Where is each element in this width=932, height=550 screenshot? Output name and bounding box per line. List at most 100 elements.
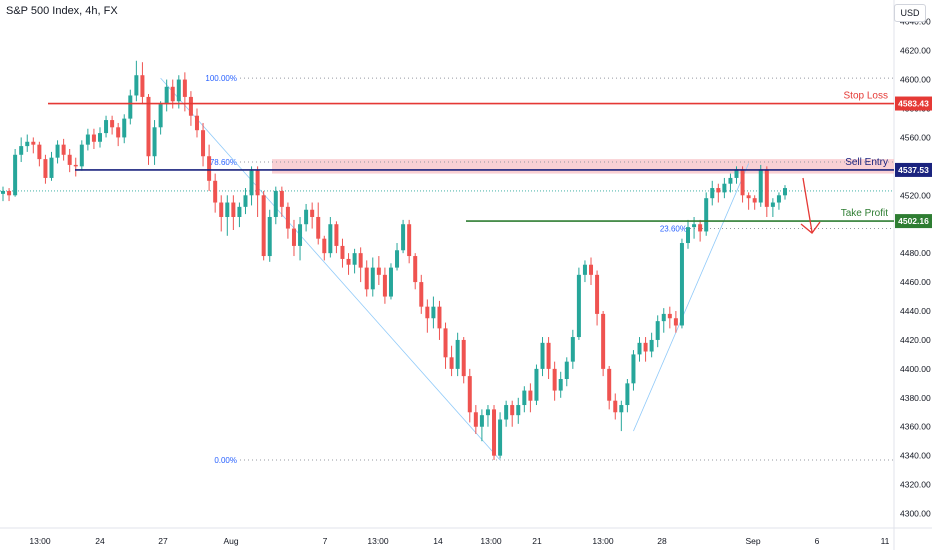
candle-body [67, 154, 72, 165]
price-tag-stop [895, 96, 932, 111]
candle-body [576, 274, 581, 338]
x-tick-label: 13:00 [29, 536, 51, 546]
candle-body [437, 306, 442, 329]
candle-body [401, 224, 406, 251]
x-tick-label: Sep [745, 536, 760, 546]
x-tick-label: 6 [815, 536, 820, 546]
candle-body [407, 224, 412, 257]
x-tick-label: 13:00 [367, 536, 389, 546]
y-tick-label: 4360.00 [900, 422, 931, 432]
candle-body [182, 79, 187, 97]
candle-body [710, 188, 715, 199]
candle-body [758, 169, 763, 203]
candle-body [310, 209, 315, 217]
candle-body [485, 409, 490, 416]
candle-body [19, 146, 24, 155]
candle-body [194, 115, 199, 131]
candle-body [522, 390, 527, 406]
candle-body [692, 224, 697, 228]
candle-body [188, 96, 193, 116]
x-tick-label: 7 [323, 536, 328, 546]
candle-body [431, 306, 436, 319]
candle-body [625, 383, 630, 406]
fib-level-label: 100.00% [205, 74, 237, 83]
candle-body [776, 195, 781, 203]
candle-body [7, 190, 12, 196]
candle-body [613, 400, 618, 413]
candle-body [473, 412, 478, 427]
candle-body [128, 95, 133, 119]
candle-body [291, 228, 296, 246]
candle-body [534, 368, 539, 401]
fib-trend-line-down [160, 77, 501, 461]
candle-body [55, 144, 60, 158]
candle-body [237, 206, 242, 217]
fib-level-label: 78.60% [210, 158, 237, 167]
candle-body [164, 86, 169, 105]
x-tick-label: 11 [881, 536, 890, 546]
x-tick-label: 24 [95, 536, 105, 546]
candle-body [376, 267, 381, 275]
x-tick-label: 14 [433, 536, 443, 546]
candle-body [304, 209, 309, 225]
candle-body [728, 177, 733, 184]
candle-body [619, 405, 624, 413]
candle-body [382, 274, 387, 297]
candle-body [152, 127, 157, 157]
candle-body [364, 267, 369, 290]
candle-body [158, 104, 163, 128]
candle-body [140, 75, 145, 97]
candle-body [225, 202, 230, 217]
y-tick-label: 4560.00 [900, 132, 931, 142]
candle-body [176, 79, 181, 102]
candle-body [570, 337, 575, 362]
sell-zone-box [272, 159, 894, 174]
candle-body [552, 368, 557, 391]
candle-body [79, 144, 84, 167]
fib-trend-line-up [633, 163, 749, 432]
candle-body [649, 339, 654, 352]
candle-body [395, 250, 400, 268]
candle-body [595, 274, 600, 314]
x-tick-label: 13:00 [592, 536, 614, 546]
candle-body [498, 419, 503, 456]
candle-body [261, 195, 266, 257]
candle-body [783, 188, 787, 196]
candle-body [25, 141, 30, 147]
candle-body [746, 195, 751, 199]
candle-body [698, 224, 703, 232]
candle-body [582, 264, 587, 275]
y-tick-label: 4380.00 [900, 393, 931, 403]
candle-body [61, 144, 66, 155]
candle-body [170, 86, 175, 102]
candle-body [461, 339, 466, 377]
fib-level-label: 0.00% [214, 456, 237, 465]
y-tick-label: 4600.00 [900, 75, 931, 85]
x-tick-label: 28 [657, 536, 667, 546]
y-tick-label: 4520.00 [900, 190, 931, 200]
candle-body [704, 198, 709, 232]
candle-body [146, 96, 151, 157]
price-tag-text-entry: 4537.53 [898, 165, 929, 175]
candle-body [455, 339, 460, 369]
candle-body [340, 245, 345, 259]
candle-body [219, 202, 224, 217]
y-tick-label: 4460.00 [900, 277, 931, 287]
price-tag-text-stop: 4583.43 [898, 99, 929, 109]
y-tick-label: 4340.00 [900, 451, 931, 461]
candle-body [110, 120, 115, 128]
candle-body [467, 376, 472, 413]
currency-button[interactable]: USD [894, 4, 926, 22]
candle-body [479, 415, 484, 427]
sell-arrow-head [800, 221, 821, 234]
level-label-entry: Sell Entry [845, 157, 888, 168]
candle-body [631, 354, 636, 384]
y-tick-label: 4620.00 [900, 46, 931, 56]
candle-body [328, 224, 333, 254]
candle-body [97, 133, 102, 142]
x-tick-label: 27 [158, 536, 168, 546]
candle-body [122, 118, 127, 138]
candle-body [13, 154, 18, 196]
